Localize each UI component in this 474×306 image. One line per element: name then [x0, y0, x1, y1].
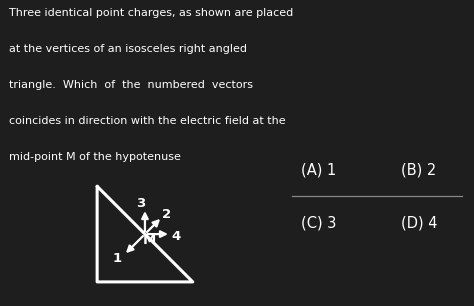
- Text: 2: 2: [163, 207, 172, 221]
- Text: (B) 2: (B) 2: [401, 162, 436, 177]
- Text: mid-point M of the hypotenuse: mid-point M of the hypotenuse: [9, 152, 182, 162]
- Text: 3: 3: [137, 197, 146, 210]
- Text: (C) 3: (C) 3: [301, 216, 337, 231]
- Text: (D) 4: (D) 4: [401, 216, 437, 231]
- Text: coincides in direction with the electric field at the: coincides in direction with the electric…: [9, 116, 286, 126]
- Text: at the vertices of an isosceles right angled: at the vertices of an isosceles right an…: [9, 44, 247, 54]
- Text: triangle.  Which  of  the  numbered  vectors: triangle. Which of the numbered vectors: [9, 80, 254, 90]
- Text: 1: 1: [113, 252, 122, 265]
- Text: M: M: [143, 234, 156, 247]
- Text: 4: 4: [172, 230, 181, 244]
- Text: Three identical point charges, as shown are placed: Three identical point charges, as shown …: [9, 8, 294, 18]
- Text: (A) 1: (A) 1: [301, 162, 336, 177]
